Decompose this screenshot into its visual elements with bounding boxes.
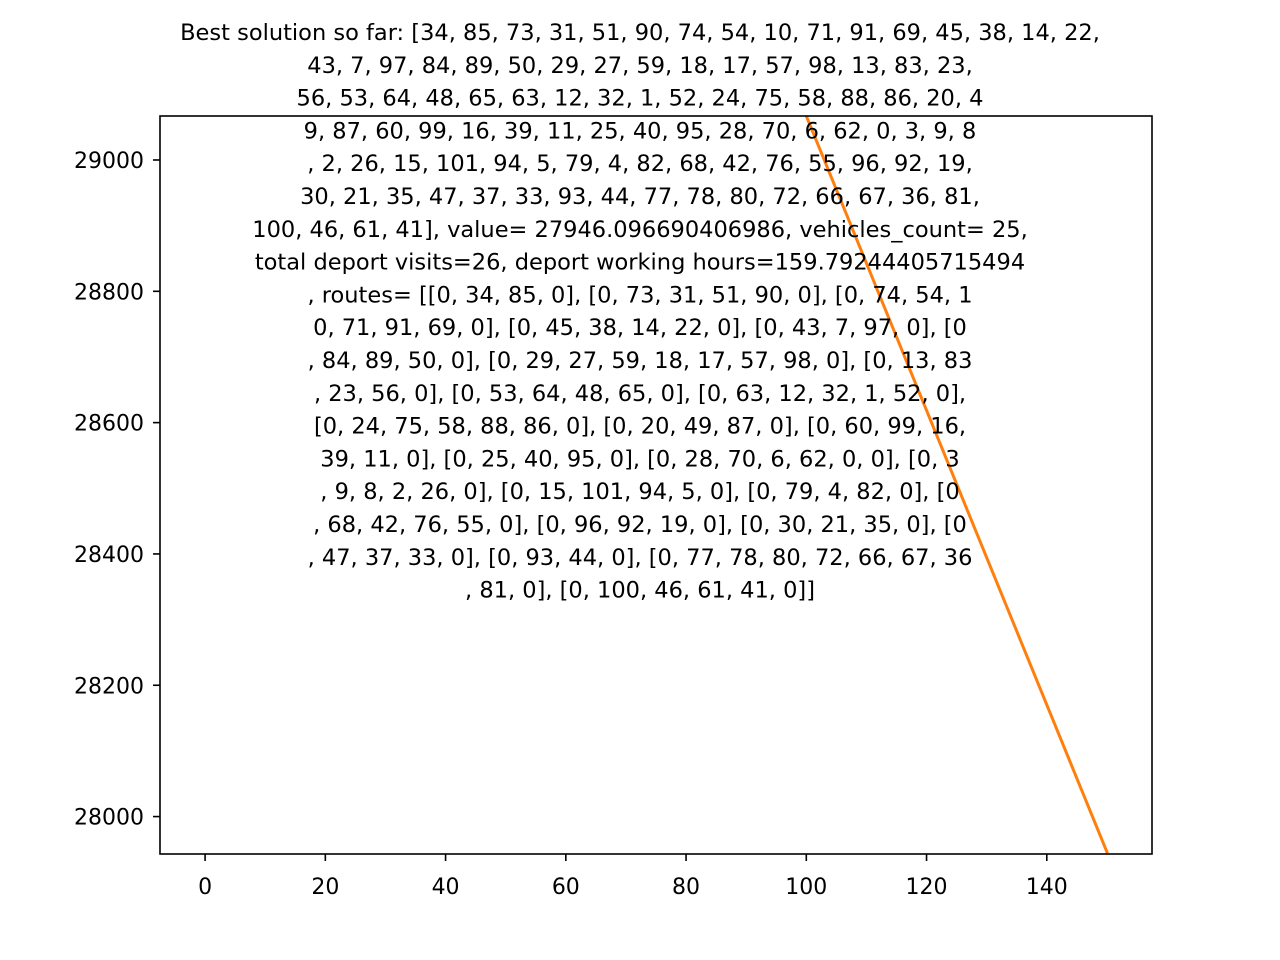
x-tick-label: 120 [906, 875, 948, 900]
title-line: 56, 53, 64, 48, 65, 63, 12, 32, 1, 52, 2… [297, 86, 984, 112]
y-tick-label: 29000 [74, 149, 144, 174]
title-line: , 9, 8, 2, 26, 0], [0, 15, 101, 94, 5, 0… [320, 479, 959, 505]
title-line: 43, 7, 97, 84, 89, 50, 29, 27, 59, 18, 1… [307, 53, 973, 79]
x-tick-label: 140 [1026, 875, 1068, 900]
x-tick-label: 60 [552, 875, 580, 900]
x-tick-label: 80 [672, 875, 700, 900]
title-line: Best solution so far: [34, 85, 73, 31, 5… [180, 20, 1100, 46]
y-axis: 28000 28200 28400 28600 28800 29000 [74, 149, 160, 831]
title-line: , 2, 26, 15, 101, 94, 5, 79, 4, 82, 68, … [307, 151, 972, 177]
title-line: , routes= [[0, 34, 85, 0], [0, 73, 31, 5… [307, 282, 972, 308]
title-line: 39, 11, 0], [0, 25, 40, 95, 0], [0, 28, … [320, 446, 959, 472]
x-tick-label: 100 [785, 875, 827, 900]
title-line: total deport visits=26, deport working h… [255, 250, 1025, 276]
chart-title: Best solution so far: [34, 85, 73, 31, 5… [180, 20, 1100, 604]
title-line: , 68, 42, 76, 55, 0], [0, 96, 92, 19, 0]… [313, 512, 967, 538]
y-tick-label: 28200 [74, 674, 144, 699]
series-line [804, 116, 1109, 854]
y-tick-label: 28000 [74, 806, 144, 831]
title-line: , 84, 89, 50, 0], [0, 29, 27, 59, 18, 17… [308, 348, 973, 374]
title-line: , 23, 56, 0], [0, 53, 64, 48, 65, 0], [0… [314, 381, 966, 407]
x-tick-label: 0 [198, 875, 212, 900]
title-line: 30, 21, 35, 47, 37, 33, 93, 44, 77, 78, … [300, 184, 980, 210]
title-line: 9, 87, 60, 99, 16, 39, 11, 25, 40, 95, 2… [304, 118, 977, 144]
title-line: [0, 24, 75, 58, 88, 86, 0], [0, 20, 49, … [314, 414, 966, 440]
y-tick-label: 28800 [74, 280, 144, 305]
y-tick-label: 28600 [74, 412, 144, 437]
title-line: 100, 46, 61, 41], value= 27946.096690406… [252, 217, 1027, 243]
y-tick-label: 28400 [74, 543, 144, 568]
plot-area-frame [159, 115, 1153, 855]
x-tick-label: 20 [311, 875, 339, 900]
title-line: , 81, 0], [0, 100, 46, 61, 41, 0]] [465, 578, 815, 604]
title-line: 0, 71, 91, 69, 0], [0, 45, 38, 14, 22, 0… [313, 315, 967, 341]
x-tick-label: 40 [432, 875, 460, 900]
series-group [804, 116, 1109, 854]
title-line: , 47, 37, 33, 0], [0, 93, 44, 0], [0, 77… [308, 545, 973, 571]
x-axis: 0 20 40 60 80 100 120 140 [198, 854, 1068, 900]
